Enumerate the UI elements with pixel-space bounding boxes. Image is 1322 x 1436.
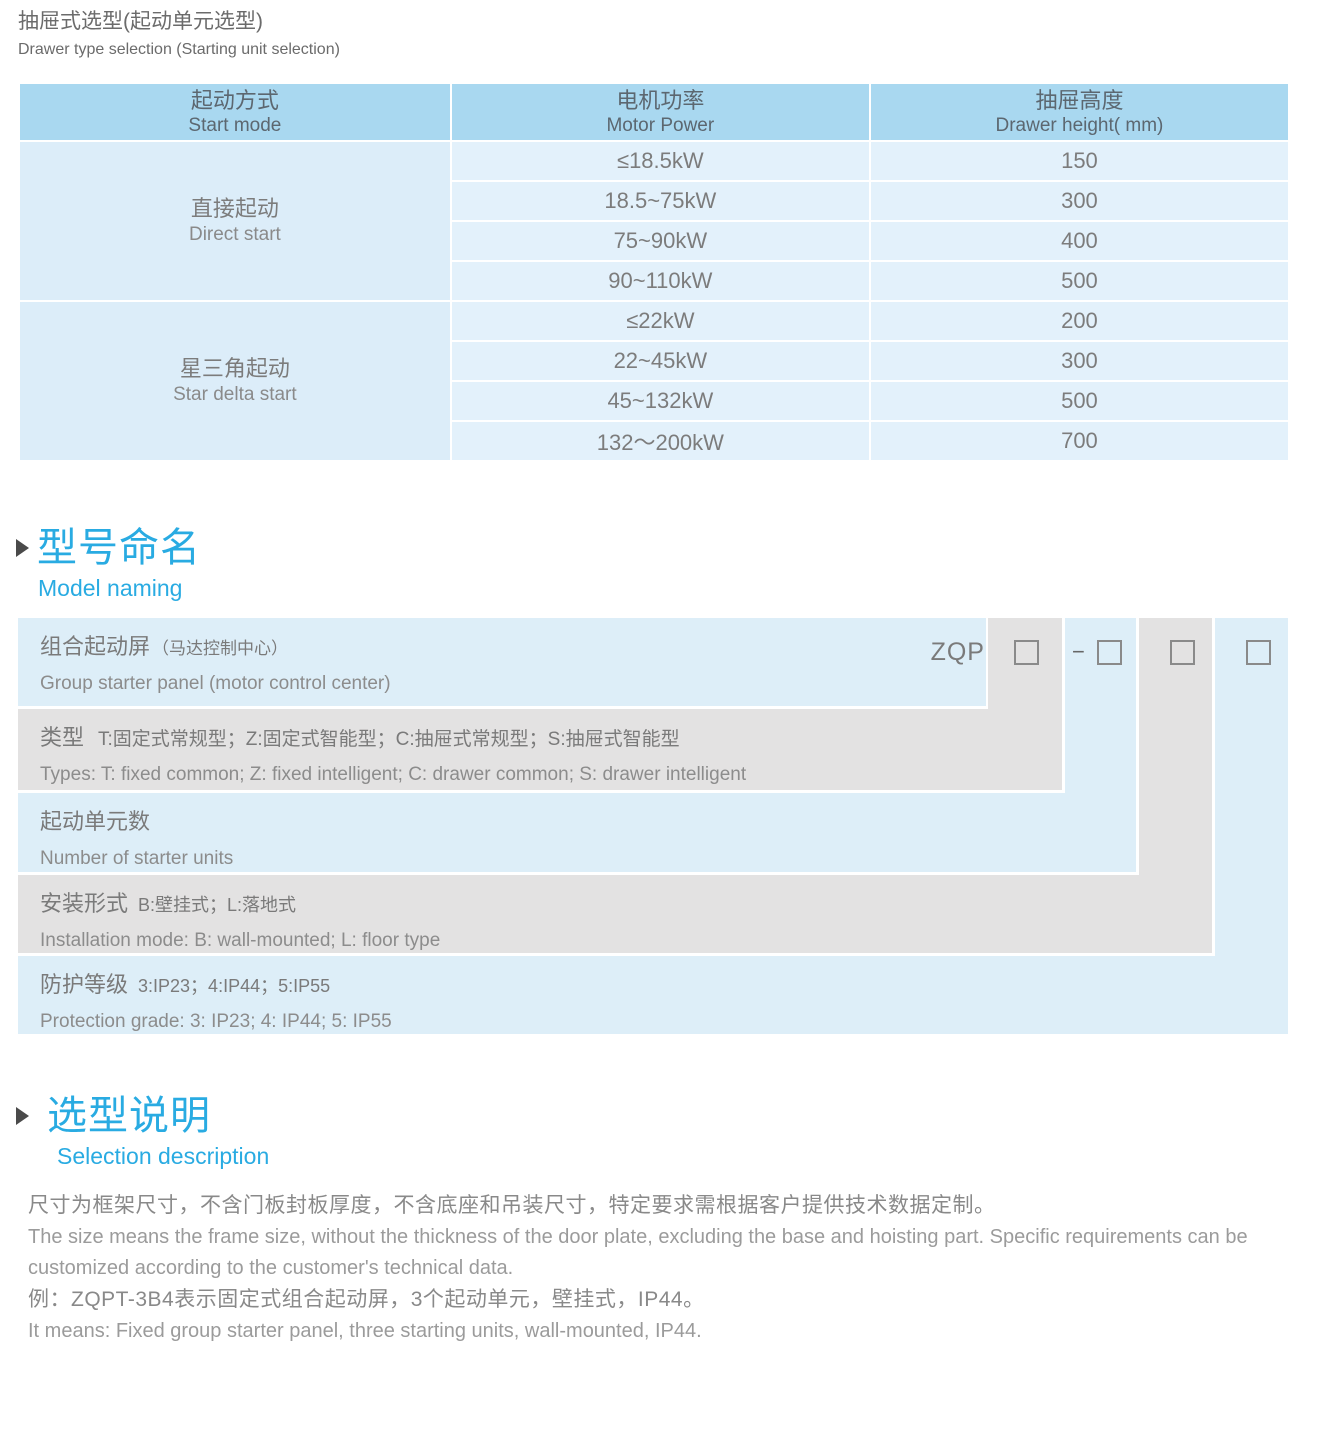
- description-line-en: The size means the frame size, without t…: [28, 1226, 1248, 1279]
- band-label: 类型: [40, 725, 85, 750]
- band-en: Protection grade: 3: IP23; 4: IP44; 5: I…: [40, 1011, 392, 1032]
- page-header: 抽屉式选型(起动单元选型) Drawer type selection (Sta…: [18, 8, 340, 62]
- model-naming-section-header: 型号命名 Model naming: [16, 524, 201, 602]
- power-cell: 132～200kW: [449, 420, 871, 462]
- drawer-selection-table: 起动方式 Start mode 电机功率 Motor Power 抽屉高度 Dr…: [18, 82, 1291, 462]
- band-type: 类型 T:固定式常规型；Z:固定式智能型；C:抽屉式常规型；S:抽屉式智能型 Ty…: [18, 709, 1062, 790]
- band-label: 组合起动屏: [40, 634, 151, 659]
- model-code-box-units: [1097, 640, 1122, 665]
- power-cell: 75~90kW: [449, 220, 871, 262]
- band-detail: （马达控制中心）: [152, 639, 289, 658]
- band-en: Installation mode: B: wall-mounted; L: f…: [40, 930, 441, 951]
- band-en: Number of starter units: [40, 848, 234, 869]
- power-cell: 45~132kW: [449, 380, 871, 422]
- power-cell: 90~110kW: [449, 260, 871, 302]
- band-detail: B:壁挂式；L:落地式: [138, 895, 297, 915]
- power-cell: 22~45kW: [449, 340, 871, 382]
- selection-description-text: 尺寸为框架尺寸，不含门板封板厚度，不含底座和吊装尺寸，特定要求需根据客户提供技术…: [28, 1190, 1286, 1347]
- section-arrow-icon: [16, 1107, 29, 1125]
- model-code-box-mounting: [1170, 640, 1195, 665]
- table-row: 18.5~75kW 300: [19, 180, 1291, 222]
- start-mode-cell-star-delta: 星三角起动 Star delta start: [18, 300, 452, 462]
- height-cell: 200: [868, 300, 1291, 342]
- section-subtitle: Selection description: [57, 1143, 270, 1169]
- height-cell: 500: [868, 260, 1291, 302]
- band-label: 安装形式: [40, 891, 129, 916]
- height-cell: 150: [868, 140, 1291, 182]
- band-label: 防护等级: [40, 972, 129, 997]
- section-subtitle: Model naming: [38, 575, 183, 601]
- section-title: 选型说明: [47, 1094, 211, 1138]
- band-product: 组合起动屏 （马达控制中心） Group starter panel (motor…: [18, 618, 986, 706]
- table-row: 星三角起动 Star delta start ≤22kW 200: [18, 300, 1291, 462]
- column-header-start-mode: 起动方式 Start mode: [18, 82, 452, 142]
- table-row: 45~132kW 500: [19, 380, 1291, 422]
- model-naming-diagram: 组合起动屏 （马达控制中心） Group starter panel (motor…: [18, 618, 1288, 1034]
- power-cell: 18.5~75kW: [449, 180, 871, 222]
- section-title: 型号命名: [37, 526, 201, 570]
- column-header-motor-power: 电机功率 Motor Power: [449, 82, 871, 142]
- start-mode-cell-direct: 直接起动 Direct start: [18, 140, 452, 302]
- page-title: 抽屉式选型(起动单元选型): [18, 10, 263, 33]
- model-code-dash: −: [1072, 639, 1085, 664]
- example-line-cn: 例：ZQPT-3B4表示固定式组合起动屏，3个起动单元，壁挂式，IP44。: [28, 1288, 705, 1311]
- band-en: Types: T: fixed common; Z: fixed intelli…: [40, 764, 747, 785]
- table-row: 75~90kW 400: [19, 220, 1291, 262]
- power-cell: ≤22kW: [449, 300, 871, 342]
- height-cell: 500: [868, 380, 1291, 422]
- band-installation: 安装形式 B:壁挂式；L:落地式 Installation mode: B: wa…: [18, 875, 1212, 953]
- table-row: 直接起动 Direct start ≤18.5kW 150: [18, 140, 1291, 302]
- table-row: 132～200kW 700: [19, 420, 1291, 462]
- height-cell: 300: [868, 340, 1291, 382]
- height-cell: 700: [868, 420, 1291, 462]
- table-header-row: 起动方式 Start mode 电机功率 Motor Power 抽屉高度 Dr…: [18, 82, 1291, 142]
- band-detail: T:固定式常规型；Z:固定式智能型；C:抽屉式常规型；S:抽屉式智能型: [98, 729, 680, 750]
- height-cell: 400: [868, 220, 1291, 262]
- band-en: Group starter panel (motor control cente…: [40, 673, 391, 694]
- section-arrow-icon: [16, 539, 29, 557]
- band-protection: 防护等级 3:IP23；4:IP44；5:IP55 Protection grad…: [18, 956, 1288, 1034]
- selection-description-section-header: 选型说明 Selection description: [16, 1092, 269, 1170]
- band-label: 起动单元数: [40, 809, 151, 834]
- description-line-cn: 尺寸为框架尺寸，不含门板封板厚度，不含底座和吊装尺寸，特定要求需根据客户提供技术…: [28, 1194, 996, 1217]
- table-row: 90~110kW 500: [19, 260, 1291, 302]
- model-code-box-protection: [1246, 640, 1271, 665]
- band-detail: 3:IP23；4:IP44；5:IP55: [138, 976, 331, 996]
- example-line-en: It means: Fixed group starter panel, thr…: [28, 1320, 702, 1342]
- power-cell: ≤18.5kW: [449, 140, 871, 182]
- model-code-box-type: [1014, 640, 1039, 665]
- column-header-drawer-height: 抽屉高度 Drawer height( mm): [868, 82, 1291, 142]
- table-row: 22~45kW 300: [19, 340, 1291, 382]
- model-code-prefix: ZQP: [930, 638, 985, 666]
- height-cell: 300: [868, 180, 1291, 222]
- page-subtitle: Drawer type selection (Starting unit sel…: [18, 41, 340, 58]
- band-starter-units: 起动单元数 Number of starter units: [18, 793, 1136, 872]
